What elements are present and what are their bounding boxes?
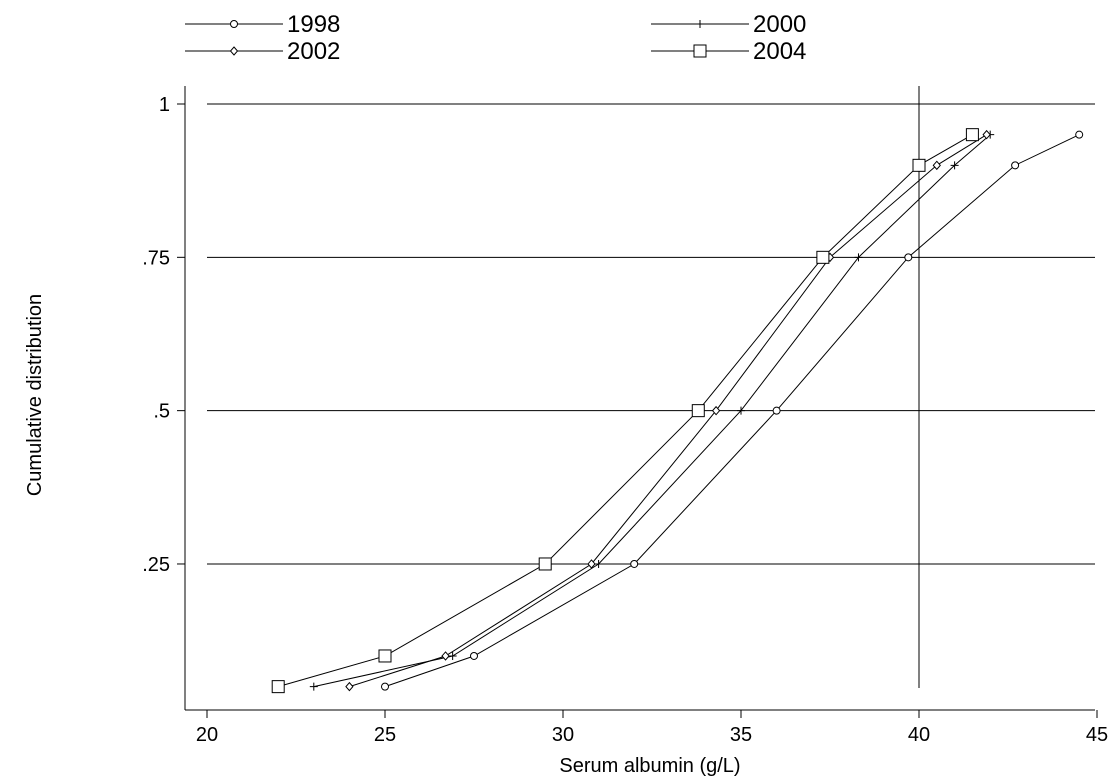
data-point <box>594 559 603 568</box>
square-marker <box>816 250 830 264</box>
data-point <box>854 253 863 262</box>
circle-marker <box>230 20 238 28</box>
data-point <box>470 651 478 660</box>
square-marker <box>538 557 552 571</box>
data-point <box>381 682 389 691</box>
axes <box>184 86 1095 711</box>
data-point <box>378 649 392 663</box>
square-marker <box>691 404 705 418</box>
plus-marker <box>950 161 959 170</box>
x-tick-label: 45 <box>1086 724 1108 746</box>
square-marker <box>693 44 707 58</box>
data-point <box>448 651 457 660</box>
diamond-marker <box>982 129 991 140</box>
y-axis-title: Cumulative distribution <box>24 294 46 496</box>
legend-item-1998: 1998 <box>185 11 340 38</box>
data-point <box>711 405 721 416</box>
data-point <box>630 559 639 568</box>
data-point <box>441 651 450 661</box>
legend-label: 2002 <box>287 38 340 65</box>
x-tick-label: 35 <box>730 724 752 746</box>
data-point <box>538 557 552 571</box>
legend-marker <box>693 44 707 58</box>
data-point <box>309 682 318 691</box>
legend-label: 2000 <box>753 11 806 38</box>
diamond-marker <box>441 651 450 661</box>
data-point <box>965 128 979 142</box>
circle-marker <box>381 682 389 691</box>
diamond-marker <box>229 46 239 56</box>
x-tick-label: 40 <box>908 724 930 746</box>
x-tick-label: 30 <box>552 724 574 746</box>
y-tick-label: .5 <box>153 401 170 423</box>
data-point <box>691 404 705 418</box>
legend-marker <box>230 20 238 28</box>
data-point <box>982 129 991 140</box>
circle-marker <box>630 559 639 568</box>
circle-marker <box>772 406 781 415</box>
plus-marker <box>309 682 318 691</box>
plus-marker <box>448 651 457 660</box>
data-point <box>912 158 926 172</box>
legend-item-2004: 2004 <box>651 38 806 65</box>
diamond-marker <box>711 405 721 416</box>
plus-marker <box>696 20 704 28</box>
circle-marker <box>904 253 913 262</box>
data-point <box>904 253 913 262</box>
series-1998 <box>381 130 1084 691</box>
square-marker <box>965 128 979 142</box>
data-point <box>932 160 941 171</box>
diamond-marker <box>932 160 941 171</box>
legend-marker <box>229 46 239 56</box>
y-tick-label: 1 <box>159 94 170 116</box>
legend-marker <box>696 20 704 28</box>
square-marker <box>271 680 285 694</box>
data-point <box>345 681 354 692</box>
series-2004 <box>271 128 979 694</box>
legend: 1998 2000 2002 2004 <box>185 11 806 65</box>
y-tick-label: .25 <box>142 554 170 576</box>
plus-marker <box>594 559 603 568</box>
diamond-marker <box>587 559 596 569</box>
plus-marker <box>737 406 745 415</box>
circle-marker <box>1011 161 1020 170</box>
legend-label: 1998 <box>287 11 340 38</box>
circle-marker <box>470 651 478 660</box>
data-point <box>950 161 959 170</box>
gridlines <box>207 86 1095 688</box>
square-marker <box>378 649 392 663</box>
data-point <box>1011 161 1020 170</box>
ticks: .25 .5 .75 1 20 25 30 35 40 45 <box>142 94 1108 746</box>
data-point <box>587 559 596 569</box>
y-tick-label: .75 <box>142 247 170 269</box>
data-point <box>271 680 285 694</box>
x-tick-label: 20 <box>196 724 218 746</box>
x-tick-label: 25 <box>374 724 396 746</box>
data-point <box>816 250 830 264</box>
x-axis-title: Serum albumin (g/L) <box>559 755 740 777</box>
series-group <box>271 128 1084 694</box>
data-point <box>1075 130 1084 139</box>
legend-item-2002: 2002 <box>185 38 340 65</box>
legend-label: 2004 <box>753 38 806 65</box>
data-point <box>772 406 781 415</box>
legend-item-2000: 2000 <box>651 11 806 38</box>
plus-marker <box>854 253 863 262</box>
diamond-marker <box>345 681 354 692</box>
data-point <box>737 406 745 415</box>
circle-marker <box>1075 130 1084 139</box>
square-marker <box>912 158 926 172</box>
